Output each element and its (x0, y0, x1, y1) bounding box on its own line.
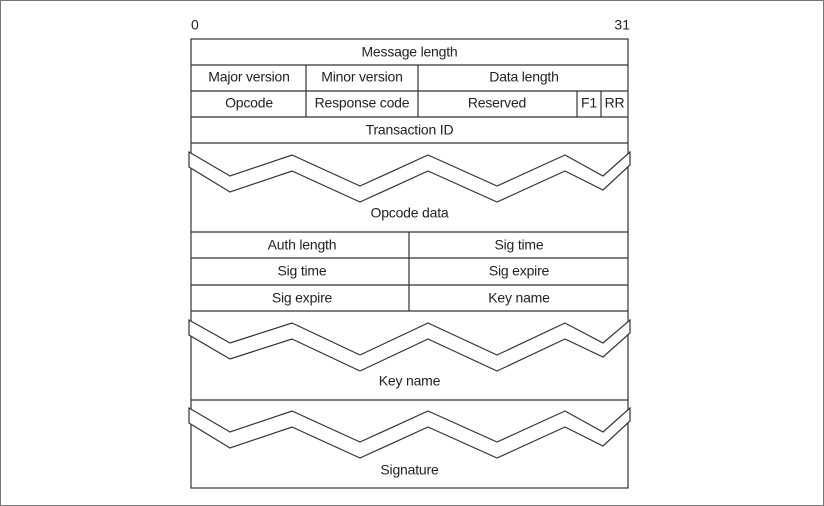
field-key-name: Key name (488, 290, 550, 306)
field-auth-length: Auth length (268, 237, 337, 253)
field-data-length: Data length (489, 69, 558, 85)
bit-label-end: 31 (614, 17, 630, 33)
field-minor-version: Minor version (321, 69, 402, 85)
field-key-name: Key name (379, 373, 441, 389)
field-opcode: Opcode (225, 95, 273, 111)
field-sig-expire: Sig expire (489, 263, 550, 279)
field-opcode-data: Opcode data (371, 205, 449, 221)
field-major-version: Major version (208, 69, 289, 85)
bit-label-start: 0 (191, 17, 199, 33)
field-sig-time: Sig time (278, 263, 327, 279)
field-message-length: Message length (361, 44, 457, 60)
field-transaction-id: Transaction ID (366, 122, 454, 138)
field-reserved: Reserved (468, 95, 526, 111)
zigzag-break (188, 150, 631, 203)
field-sig-expire: Sig expire (272, 290, 333, 306)
field-response-code: Response code (315, 95, 410, 111)
zigzag-break (188, 406, 631, 459)
field-f1-flag: F1 (581, 95, 597, 111)
zigzag-break (188, 318, 631, 372)
field-signature: Signature (380, 462, 439, 478)
packet-outline (190, 38, 629, 489)
field-sig-time: Sig time (495, 237, 544, 253)
field-rr-flag: RR (605, 95, 625, 111)
